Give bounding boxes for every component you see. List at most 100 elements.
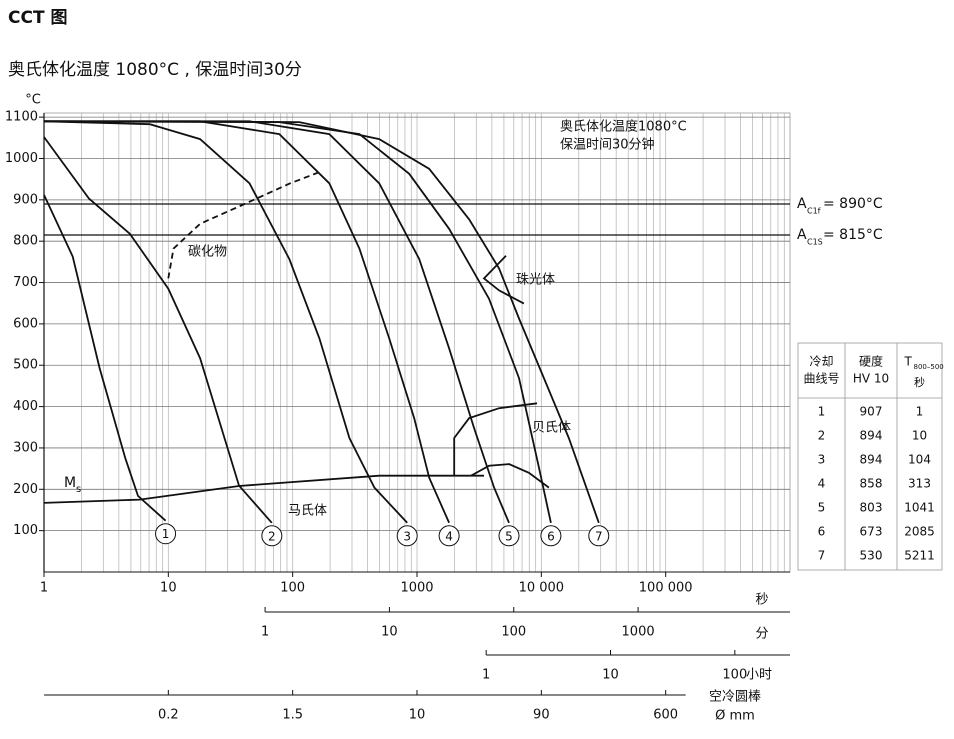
curve-label: 4 <box>445 529 453 543</box>
table-header: 硬度 <box>859 354 883 369</box>
y-unit: °C <box>25 93 41 108</box>
curve-marker <box>396 525 418 547</box>
secondary-unit: 小时 <box>746 668 772 683</box>
secondary-tick-label: 1 <box>261 625 269 640</box>
table-cell: 858 <box>860 477 883 491</box>
y-tick-label: 100 <box>13 523 38 538</box>
curve-marker <box>438 525 460 547</box>
region-label: 珠光体 <box>516 273 555 288</box>
critical-subscript: C1S <box>807 237 823 246</box>
x-tick-label: 1 <box>40 581 48 596</box>
x-tick-label: 100 000 <box>639 581 693 596</box>
y-tick-label: 200 <box>13 482 38 497</box>
curve-label: 3 <box>403 529 411 543</box>
critical-label: = 815°C <box>823 227 883 243</box>
transformation-boundary <box>453 402 538 476</box>
chart-subtitle: 奥氏体化温度 1080°C , 保温时间30分 <box>8 60 302 80</box>
region-label: 贝氏体 <box>532 421 571 436</box>
y-tick-label: 700 <box>13 275 38 290</box>
table-cell: 10 <box>912 429 927 443</box>
y-tick-label: 300 <box>13 440 38 455</box>
transformation-boundary <box>482 255 525 305</box>
table-cell: 5 <box>818 501 826 515</box>
table-cell: 2085 <box>904 525 935 539</box>
table-header-sub: 800–500 <box>914 363 944 371</box>
curve-marker <box>540 525 562 547</box>
critical-symbol: A <box>797 196 807 212</box>
y-tick-label: 1000 <box>5 151 38 166</box>
curve-label: 5 <box>505 529 513 543</box>
secondary-tick-label: 600 <box>653 708 678 723</box>
cooling-curve <box>43 194 167 522</box>
secondary-unit: 分 <box>755 627 768 642</box>
table-frame <box>797 342 943 571</box>
curve-label: 2 <box>268 529 276 543</box>
curve-marker <box>261 525 283 547</box>
annotation: 马氏体 <box>288 504 327 519</box>
y-tick-label: 900 <box>13 192 38 207</box>
x-tick-label: 1000 <box>400 581 433 596</box>
table-header: 曲线号 <box>803 372 839 386</box>
y-tick-label: 500 <box>13 358 38 373</box>
transformation-boundary <box>43 474 484 504</box>
cooling-curve <box>43 120 552 523</box>
annotation: 保温时间30分钟 <box>560 137 655 153</box>
cooling-curve <box>43 120 600 524</box>
x-tick-label: 100 <box>280 581 305 596</box>
table-cell: 7 <box>818 549 826 563</box>
table-cell: 1 <box>916 405 924 419</box>
curve-marker <box>155 523 177 545</box>
secondary-unit: 空冷圆棒 <box>709 690 761 705</box>
x-tick-label: 10 000 <box>519 581 565 596</box>
table-header: 冷却 <box>809 355 833 369</box>
secondary-tick-label: 0.2 <box>158 708 179 723</box>
secondary-unit: Ø mm <box>715 709 755 724</box>
critical-label: = 890°C <box>823 196 883 212</box>
y-tick-label: 1100 <box>5 110 38 125</box>
y-tick-label: 600 <box>13 316 38 331</box>
cooling-curve <box>44 120 510 524</box>
table-cell: 104 <box>908 453 931 467</box>
table-cell: 894 <box>860 429 883 443</box>
table-cell: 894 <box>860 453 883 467</box>
table-cell: 907 <box>860 405 883 419</box>
table-cell: 6 <box>818 525 826 539</box>
secondary-tick-label: 1.5 <box>282 708 303 723</box>
secondary-tick-label: 1000 <box>622 625 655 640</box>
secondary-tick-label: 10 <box>381 625 398 640</box>
cooling-curve <box>44 120 450 524</box>
cooling-curve <box>43 120 408 524</box>
secondary-tick-label: 90 <box>533 708 550 723</box>
curve-label: 6 <box>547 529 555 543</box>
region-label: 碳化物 <box>188 245 227 260</box>
transformation-boundary <box>470 463 550 489</box>
table-cell: 4 <box>818 477 826 491</box>
ms-subscript: s <box>76 484 81 495</box>
secondary-tick-label: 100 <box>501 625 526 640</box>
table-cell: 673 <box>860 525 883 539</box>
table-cell: 313 <box>908 477 931 491</box>
table-cell: 803 <box>860 501 883 515</box>
chart-title: CCT 图 <box>8 8 67 28</box>
table-header: HV 10 <box>853 372 889 386</box>
secondary-tick-label: 10 <box>409 708 426 723</box>
curve-marker <box>498 525 520 547</box>
table-cell: 2 <box>818 429 826 443</box>
table-cell: 5211 <box>904 549 935 563</box>
table-header: 秒 <box>914 375 925 389</box>
table-cell: 3 <box>818 453 826 467</box>
ms-symbol: M <box>64 475 76 491</box>
table-cell: 530 <box>860 549 883 563</box>
critical-symbol: A <box>797 227 807 243</box>
secondary-tick-label: 10 <box>602 668 619 683</box>
curve-marker <box>588 525 610 547</box>
x-unit: 秒 <box>755 593 768 608</box>
secondary-tick-label: 100 <box>722 668 747 683</box>
critical-subscript: C1f <box>807 206 821 215</box>
y-tick-label: 400 <box>13 399 38 414</box>
curve-label: 7 <box>595 529 603 543</box>
table-cell: 1 <box>818 405 826 419</box>
transformation-boundary <box>167 171 320 279</box>
x-tick-label: 10 <box>160 581 177 596</box>
